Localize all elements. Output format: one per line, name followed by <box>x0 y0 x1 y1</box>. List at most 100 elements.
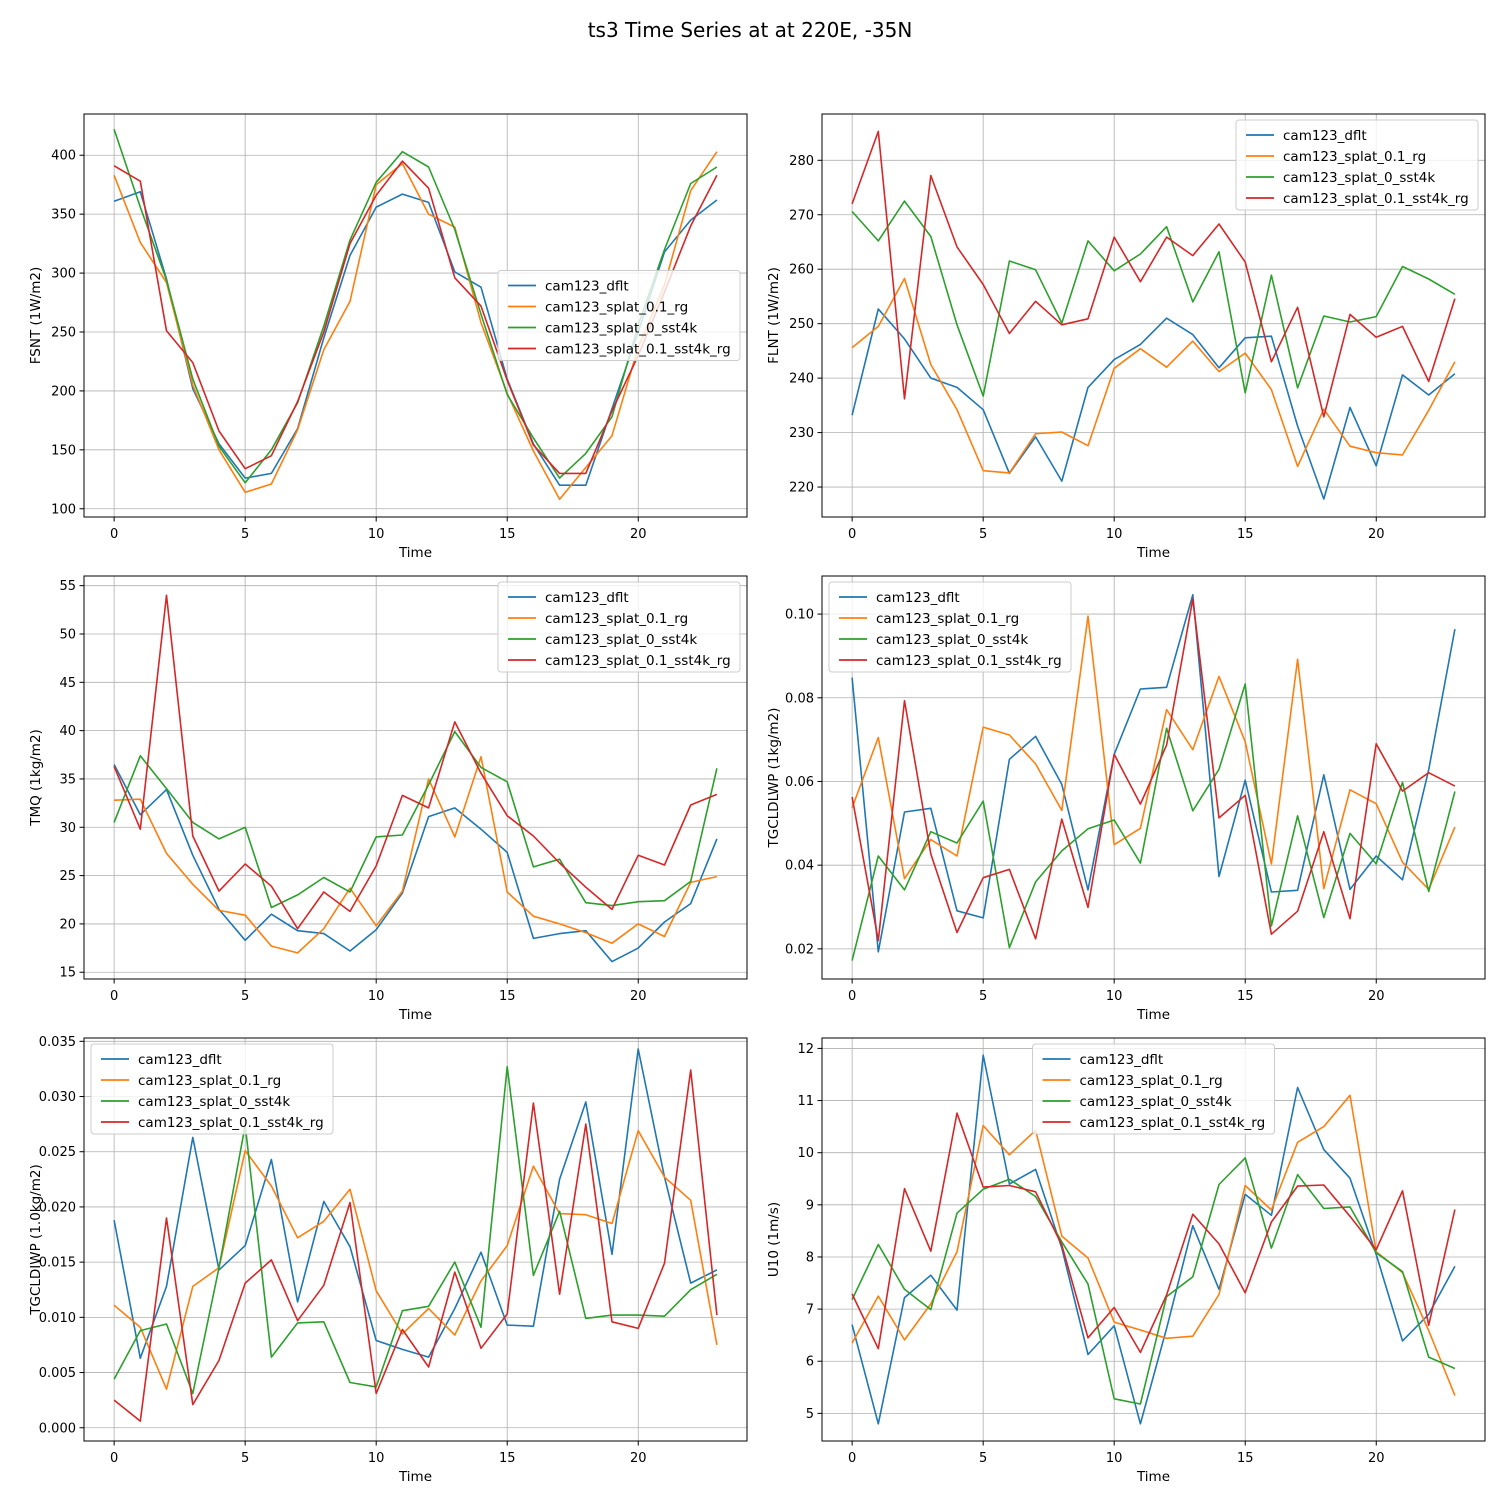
series-line-4 <box>851 1112 1456 1354</box>
legend: cam123_dflt cam123_splat_0.1_rg cam123_spl… <box>1032 1043 1275 1135</box>
x-tick-label: 5 <box>979 1451 987 1466</box>
x-tick-label: 20 <box>630 527 647 542</box>
subplot-6: 0 5 10 15 20 5 6 7 8 9 10 11 12 Time U10 (1m/s) cam123_… <box>766 1037 1486 1485</box>
x-tick-label: 5 <box>979 527 987 542</box>
series-line-3 <box>851 1157 1456 1405</box>
x-tick-label: 10 <box>368 989 385 1004</box>
subplot-1: 0 5 10 15 20 100 150 200 250 300 350 400 Time FSNT (1… <box>28 113 748 561</box>
series-line-1 <box>851 1054 1456 1425</box>
x-tick-label: 20 <box>1368 989 1385 1004</box>
y-tick-label: 15 <box>59 966 76 981</box>
legend-label-3: cam123_splat_0_sst4k <box>876 632 1028 648</box>
x-axis-label: Time <box>1136 1469 1170 1485</box>
y-tick-label: 270 <box>789 208 814 223</box>
y-tick-label: 20 <box>59 917 76 932</box>
y-tick-label: 300 <box>51 267 76 282</box>
legend-label-2: cam123_splat_0.1_rg <box>876 611 1019 627</box>
y-axis-label: TMQ (1kg/m2) <box>28 729 44 827</box>
series-line-4 <box>851 598 1456 942</box>
y-tick-label: 0.015 <box>39 1256 76 1271</box>
series-line-1 <box>113 1048 718 1359</box>
x-tick-label: 20 <box>630 1451 647 1466</box>
axes-frame <box>821 575 1486 980</box>
x-tick-label: 20 <box>630 989 647 1004</box>
x-axis-label: Time <box>398 545 432 561</box>
legend-frame <box>497 270 741 361</box>
x-axis-label: Time <box>1136 545 1170 561</box>
y-tick-label: 45 <box>59 676 76 691</box>
x-tick-label: 20 <box>1368 1451 1385 1466</box>
y-tick-label: 220 <box>789 481 814 496</box>
x-tick-label: 15 <box>499 989 516 1004</box>
series-line-2 <box>113 151 718 501</box>
y-tick-label: 400 <box>51 149 76 164</box>
x-tick-label: 15 <box>1237 527 1254 542</box>
series-line-4 <box>113 594 718 930</box>
x-tick-label: 10 <box>1106 1451 1123 1466</box>
subplot-5: 0 5 10 15 20 0.000 0.005 0.010 0.015 0.020 0.025 0.… <box>28 1035 748 1485</box>
axes-frame <box>83 113 748 518</box>
y-tick-label: 0.10 <box>785 608 814 623</box>
x-axis-label: Time <box>398 1469 432 1485</box>
legend-label-3: cam123_splat_0_sst4k <box>1080 1094 1232 1110</box>
x-tick-label: 0 <box>848 989 856 1004</box>
series-line-2 <box>851 277 1456 474</box>
y-axis-label: U10 (1m/s) <box>766 1202 782 1277</box>
y-tick-label: 40 <box>59 724 76 739</box>
legend-label-1: cam123_dflt <box>545 590 629 606</box>
series-line-3 <box>113 730 718 909</box>
x-tick-label: 5 <box>241 989 249 1004</box>
y-axis-label: FLNT (1W/m2) <box>766 267 782 364</box>
series-line-1 <box>851 593 1456 953</box>
x-tick-label: 0 <box>848 1451 856 1466</box>
x-tick-label: 0 <box>110 989 118 1004</box>
y-tick-label: 35 <box>59 772 76 787</box>
legend-label-4: cam123_splat_0.1_sst4k_rg <box>1283 191 1469 207</box>
x-tick-label: 15 <box>1237 1451 1254 1466</box>
figure-title: ts3 Time Series at at 220E, -35N <box>588 18 913 42</box>
legend-frame <box>1032 1043 1275 1135</box>
y-tick-label: 0.010 <box>39 1311 76 1326</box>
y-tick-label: 0.02 <box>785 942 814 957</box>
y-tick-label: 8 <box>806 1250 814 1265</box>
x-tick-label: 20 <box>1368 527 1385 542</box>
y-tick-label: 0.000 <box>39 1421 76 1436</box>
y-tick-label: 0.020 <box>39 1200 76 1215</box>
legend-frame <box>497 581 741 673</box>
legend-label-2: cam123_splat_0.1_rg <box>1080 1073 1223 1089</box>
legend-label-4: cam123_splat_0.1_sst4k_rg <box>1080 1115 1266 1131</box>
y-tick-label: 150 <box>51 443 76 458</box>
x-tick-label: 15 <box>499 1451 516 1466</box>
y-tick-label: 240 <box>789 372 814 387</box>
series-line-2 <box>851 615 1456 891</box>
y-tick-label: 0.08 <box>785 691 814 706</box>
y-tick-label: 0.025 <box>39 1145 76 1160</box>
x-tick-label: 10 <box>368 527 385 542</box>
series-line-2 <box>114 755 718 954</box>
subplot-2: 0 5 10 15 20 220 230 240 250 260 270 280 Time FLNT (1… <box>766 113 1486 561</box>
series-line-2 <box>113 1129 718 1390</box>
x-tick-label: 10 <box>1106 527 1123 542</box>
y-tick-label: 350 <box>51 208 76 223</box>
legend-label-2: cam123_splat_0.1_rg <box>1283 149 1426 165</box>
y-axis-label: TGCLDIWP (1.0kg/m2) <box>28 1164 44 1316</box>
y-tick-label: 7 <box>806 1303 814 1318</box>
legend-label-1: cam123_dflt <box>545 279 629 295</box>
subplot-3: 0 5 10 15 20 15 20 25 30 35 40 45 50 55 Time TMQ (1kg/m… <box>28 575 748 1023</box>
legend-label-2: cam123_splat_0.1_rg <box>138 1073 281 1089</box>
x-tick-label: 5 <box>241 527 249 542</box>
legend-label-2: cam123_splat_0.1_rg <box>545 611 688 627</box>
series-line-3 <box>851 200 1456 397</box>
x-tick-label: 15 <box>499 527 516 542</box>
legend-label-1: cam123_dflt <box>1080 1052 1164 1068</box>
y-tick-label: 0.030 <box>39 1090 76 1105</box>
x-tick-label: 0 <box>110 1451 118 1466</box>
series-line-2 <box>851 1094 1456 1396</box>
legend-frame <box>828 581 1072 673</box>
x-tick-label: 0 <box>110 527 118 542</box>
y-axis-label: TGCLDLWP (1kg/m2) <box>766 708 782 849</box>
y-tick-label: 30 <box>59 821 76 836</box>
y-tick-label: 0.035 <box>39 1035 76 1050</box>
